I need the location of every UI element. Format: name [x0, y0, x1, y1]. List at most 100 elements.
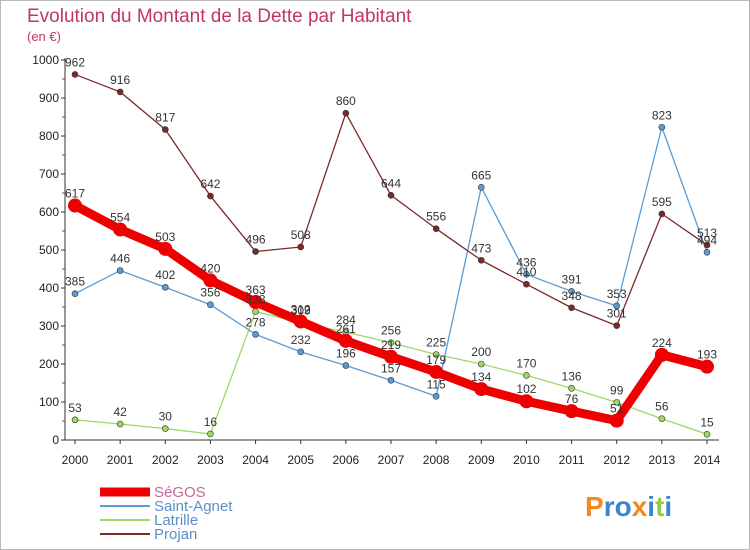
data-label: 224 [652, 336, 672, 350]
data-point [613, 302, 621, 310]
data-label: 261 [336, 322, 356, 336]
data-point [568, 288, 575, 295]
data-point [477, 184, 485, 191]
y-tick-label: 400 [39, 281, 59, 295]
legend-label: Latrille [154, 512, 198, 529]
data-label: 595 [652, 195, 672, 209]
data-label: 30 [159, 410, 173, 424]
data-label: 446 [110, 252, 130, 266]
proxiti-logo: Proxiti [585, 491, 672, 522]
y-tick-label: 300 [39, 319, 59, 333]
data-point [613, 322, 621, 329]
data-label: 134 [471, 370, 491, 384]
data-label: 56 [655, 400, 669, 414]
data-label: 312 [291, 302, 311, 316]
x-tick-label: 2008 [423, 453, 450, 467]
data-label: 420 [200, 261, 220, 275]
data-point [113, 222, 128, 237]
data-label: 916 [110, 73, 130, 87]
data-label: 76 [565, 392, 579, 406]
data-label: 170 [516, 356, 536, 370]
data-label: 356 [200, 286, 220, 300]
data-label: 301 [607, 307, 627, 321]
x-tick-label: 2014 [694, 453, 721, 467]
data-point [207, 430, 214, 438]
data-label: 193 [697, 348, 717, 362]
x-tick-label: 2009 [468, 453, 495, 467]
data-label: 363 [246, 283, 266, 297]
data-label: 284 [336, 313, 356, 327]
x-tick-label: 2010 [513, 453, 540, 467]
y-tick-label: 800 [39, 129, 59, 143]
data-label: 338 [246, 293, 266, 307]
proxiti-logo-text: Proxiti [585, 491, 672, 522]
x-tick-label: 2002 [152, 453, 179, 467]
y-tick-label: 200 [39, 357, 59, 371]
legend-label: Saint-Agnet [154, 498, 233, 515]
legend-label: SéGOS [154, 484, 206, 501]
y-tick-label: 100 [39, 395, 59, 409]
data-label: 256 [381, 324, 401, 338]
data-point [658, 123, 666, 131]
x-tick-label: 2004 [242, 453, 269, 467]
data-label: 644 [381, 176, 401, 190]
data-label: 196 [336, 347, 356, 361]
data-label: 860 [336, 94, 356, 108]
data-point [116, 420, 124, 428]
data-label: 385 [65, 275, 85, 289]
data-point [568, 385, 575, 392]
x-tick-label: 2003 [197, 453, 224, 467]
data-point [384, 349, 398, 364]
data-point [387, 339, 395, 347]
data-point [654, 347, 669, 362]
data-point [429, 364, 444, 379]
data-point [71, 290, 79, 298]
data-label: 16 [204, 415, 218, 429]
data-label: 348 [562, 289, 582, 303]
data-point [342, 362, 350, 369]
data-point [432, 225, 440, 233]
data-point [116, 267, 124, 274]
x-tick-label: 2006 [333, 453, 360, 467]
data-point [523, 280, 530, 288]
data-point [161, 425, 169, 432]
data-point [477, 256, 485, 264]
data-point [613, 399, 621, 406]
data-point [71, 416, 79, 424]
data-point [658, 210, 666, 218]
data-point [293, 314, 308, 329]
x-tick-label: 2001 [107, 453, 134, 467]
data-point [387, 191, 395, 199]
data-point [432, 351, 440, 358]
data-point [703, 430, 711, 438]
data-point [252, 331, 259, 338]
data-point [519, 394, 534, 409]
x-tick-label: 2005 [287, 453, 314, 467]
data-label: 353 [607, 287, 627, 301]
data-point [564, 404, 579, 419]
data-point [158, 241, 173, 256]
y-tick-label: 1000 [32, 53, 59, 67]
y-tick-label: 500 [39, 243, 59, 257]
data-label: 42 [113, 405, 127, 419]
data-label: 179 [426, 353, 446, 367]
data-point [252, 248, 259, 255]
data-label: 278 [246, 315, 266, 329]
y-tick-label: 0 [52, 433, 59, 447]
y-tick-label: 700 [39, 167, 59, 181]
data-point [658, 415, 666, 423]
data-point [387, 377, 395, 384]
data-point [297, 243, 305, 251]
data-label: 508 [291, 228, 311, 242]
x-tick-label: 2000 [62, 453, 89, 467]
x-tick-label: 2007 [378, 453, 405, 467]
x-tick-label: 2012 [603, 453, 630, 467]
data-label: 617 [65, 187, 85, 201]
data-point [700, 359, 714, 374]
data-point [252, 308, 259, 315]
data-point [116, 88, 124, 96]
data-point [703, 241, 711, 249]
data-point [297, 348, 305, 356]
data-point [161, 283, 169, 291]
